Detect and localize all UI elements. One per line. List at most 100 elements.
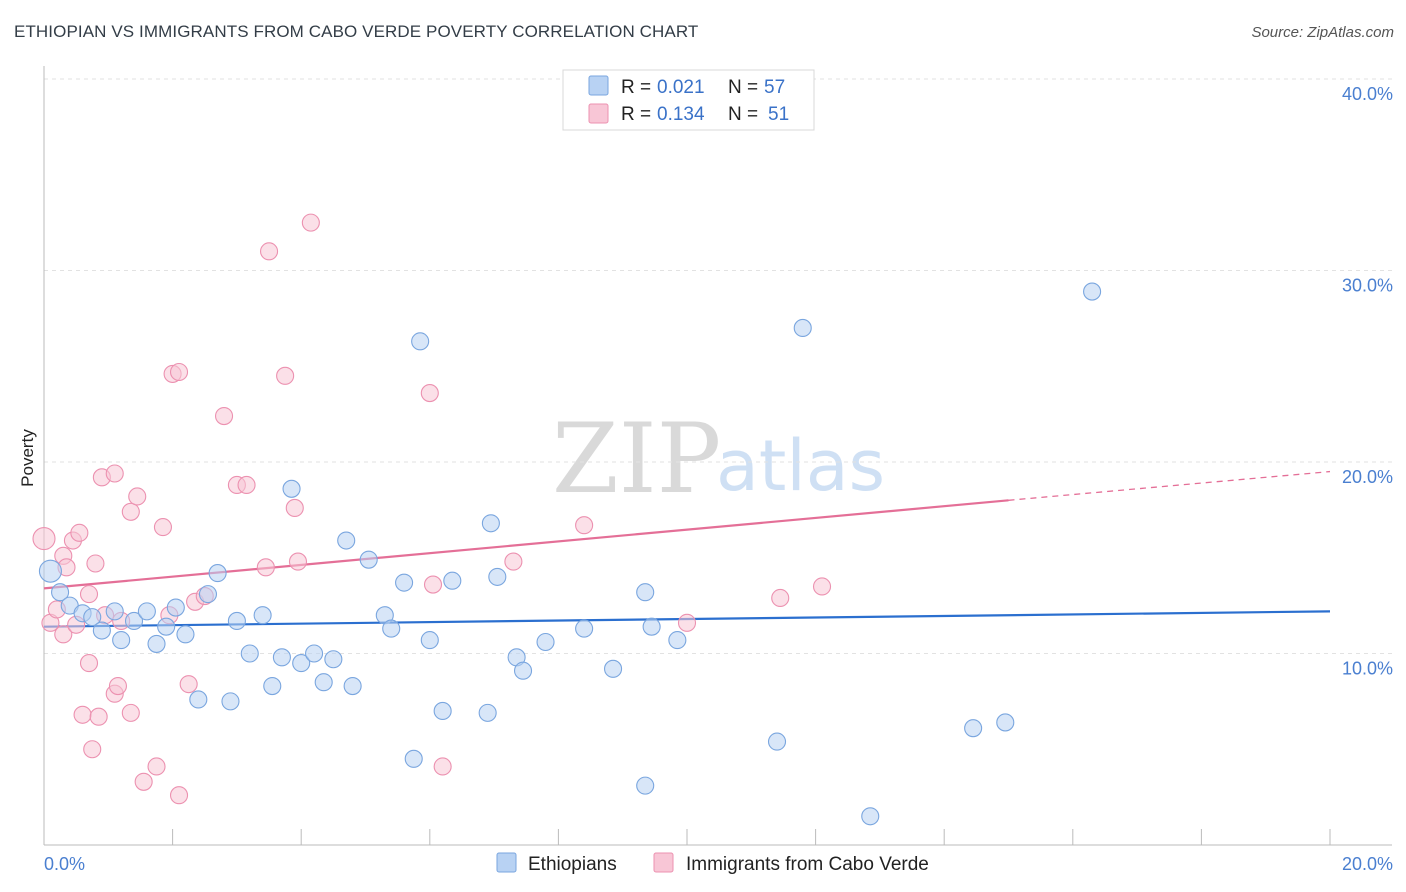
axes: [43, 66, 1392, 846]
point-ethiopians: [147, 634, 166, 653]
trend-line-cabo-verde-extrapolated: [1008, 470, 1331, 501]
point-ethiopians: [112, 631, 131, 650]
legend-swatch-ethiopians: [588, 75, 609, 96]
point-cabo-verde: [423, 575, 443, 594]
legend-swatch-cabo-verde: [588, 103, 609, 124]
point-cabo-verde: [237, 475, 256, 495]
point-ethiopians: [668, 631, 687, 650]
point-cabo-verde: [420, 384, 439, 403]
legend-n-value-1: 57: [764, 77, 785, 98]
point-ethiopians: [636, 776, 655, 795]
point-cabo-verde: [288, 552, 308, 571]
point-ethiopians: [575, 619, 594, 638]
point-ethiopians: [433, 701, 452, 721]
bottom-legend-ethiopians: Ethiopians: [528, 854, 617, 875]
y-axis-label: Poverty: [18, 429, 37, 487]
point-ethiopians: [166, 598, 185, 617]
point-ethiopians: [137, 602, 156, 621]
point-ethiopians: [189, 690, 208, 709]
point-cabo-verde: [147, 757, 166, 776]
point-cabo-verde: [108, 677, 127, 696]
legend-r-label-2: R =: [621, 104, 651, 125]
point-ethiopians: [536, 632, 555, 652]
point-ethiopians: [793, 318, 812, 338]
x-tick-max: 20.0%: [1342, 854, 1393, 874]
point-ethiopians: [481, 514, 500, 533]
watermark-atlas: atlas: [716, 425, 885, 507]
point-ethiopians: [292, 654, 311, 673]
point-ethiopians: [263, 677, 282, 696]
point-cabo-verde: [256, 558, 275, 577]
point-ethiopians: [51, 583, 70, 602]
source-label: Source: ZipAtlas.com: [1251, 24, 1394, 41]
point-cabo-verde: [79, 585, 99, 604]
point-ethiopians: [176, 625, 195, 644]
point-ethiopians: [92, 621, 111, 640]
point-ethiopians: [83, 608, 102, 627]
point-ethiopians: [478, 703, 497, 722]
point-ethiopians: [38, 559, 62, 583]
point-ethiopians: [443, 571, 462, 590]
data-points: [32, 213, 1102, 826]
point-cabo-verde: [169, 786, 189, 805]
gridlines: [44, 78, 1392, 654]
point-cabo-verde: [32, 527, 56, 551]
legend-r-label-1: R =: [621, 77, 651, 98]
point-cabo-verde: [134, 772, 153, 791]
legend-n-value-2: 51: [768, 104, 789, 125]
point-ethiopians: [221, 692, 240, 711]
point-ethiopians: [227, 611, 246, 630]
point-cabo-verde: [169, 362, 189, 382]
point-ethiopians: [604, 659, 623, 678]
point-ethiopians: [382, 619, 401, 638]
point-ethiopians: [305, 644, 324, 663]
point-cabo-verde: [812, 577, 832, 596]
point-cabo-verde: [259, 242, 279, 261]
bottom-legend-swatch-cabo-verde: [653, 852, 674, 873]
point-ethiopians: [861, 807, 880, 826]
point-ethiopians: [964, 719, 983, 738]
point-cabo-verde: [276, 366, 295, 385]
y-tick-label-10: 10.0%: [1342, 659, 1393, 679]
point-ethiopians: [642, 617, 661, 636]
y-tick-label-30: 30.0%: [1342, 276, 1393, 296]
point-ethiopians: [420, 631, 439, 650]
point-ethiopians: [636, 583, 655, 602]
point-cabo-verde: [301, 213, 320, 232]
point-ethiopians: [337, 531, 356, 550]
watermark-zip: ZIP: [552, 403, 721, 515]
point-cabo-verde: [153, 518, 173, 537]
point-cabo-verde: [433, 757, 452, 776]
trend-line-cabo-verde: [43, 499, 1009, 590]
point-cabo-verde: [121, 502, 140, 521]
point-ethiopians: [157, 617, 176, 636]
point-ethiopians: [513, 661, 533, 680]
x-tick-min: 0.0%: [44, 854, 85, 874]
legend-n-label-2: N =: [728, 104, 758, 125]
point-cabo-verde: [70, 523, 89, 542]
point-cabo-verde: [105, 464, 124, 483]
point-cabo-verde: [89, 707, 108, 726]
point-cabo-verde: [73, 705, 92, 724]
point-cabo-verde: [79, 654, 99, 673]
y-tick-label-20: 20.0%: [1342, 467, 1393, 487]
point-cabo-verde: [83, 740, 102, 759]
point-ethiopians: [767, 732, 787, 751]
point-ethiopians: [395, 573, 414, 592]
point-cabo-verde: [86, 554, 105, 573]
point-ethiopians: [282, 479, 301, 498]
point-ethiopians: [324, 650, 343, 669]
legend-n-label-1: N =: [728, 77, 758, 98]
point-cabo-verde: [179, 675, 198, 694]
point-ethiopians: [1083, 282, 1102, 301]
point-ethiopians: [198, 585, 218, 604]
point-ethiopians: [411, 332, 430, 351]
legend-r-value-1: 0.021: [657, 77, 705, 98]
point-cabo-verde: [575, 516, 594, 535]
point-ethiopians: [105, 602, 124, 621]
point-cabo-verde: [771, 588, 790, 608]
bottom-legend-swatch-ethiopians: [496, 852, 517, 873]
point-cabo-verde: [54, 625, 73, 644]
bottom-legend-cabo-verde: Immigrants from Cabo Verde: [686, 854, 929, 875]
